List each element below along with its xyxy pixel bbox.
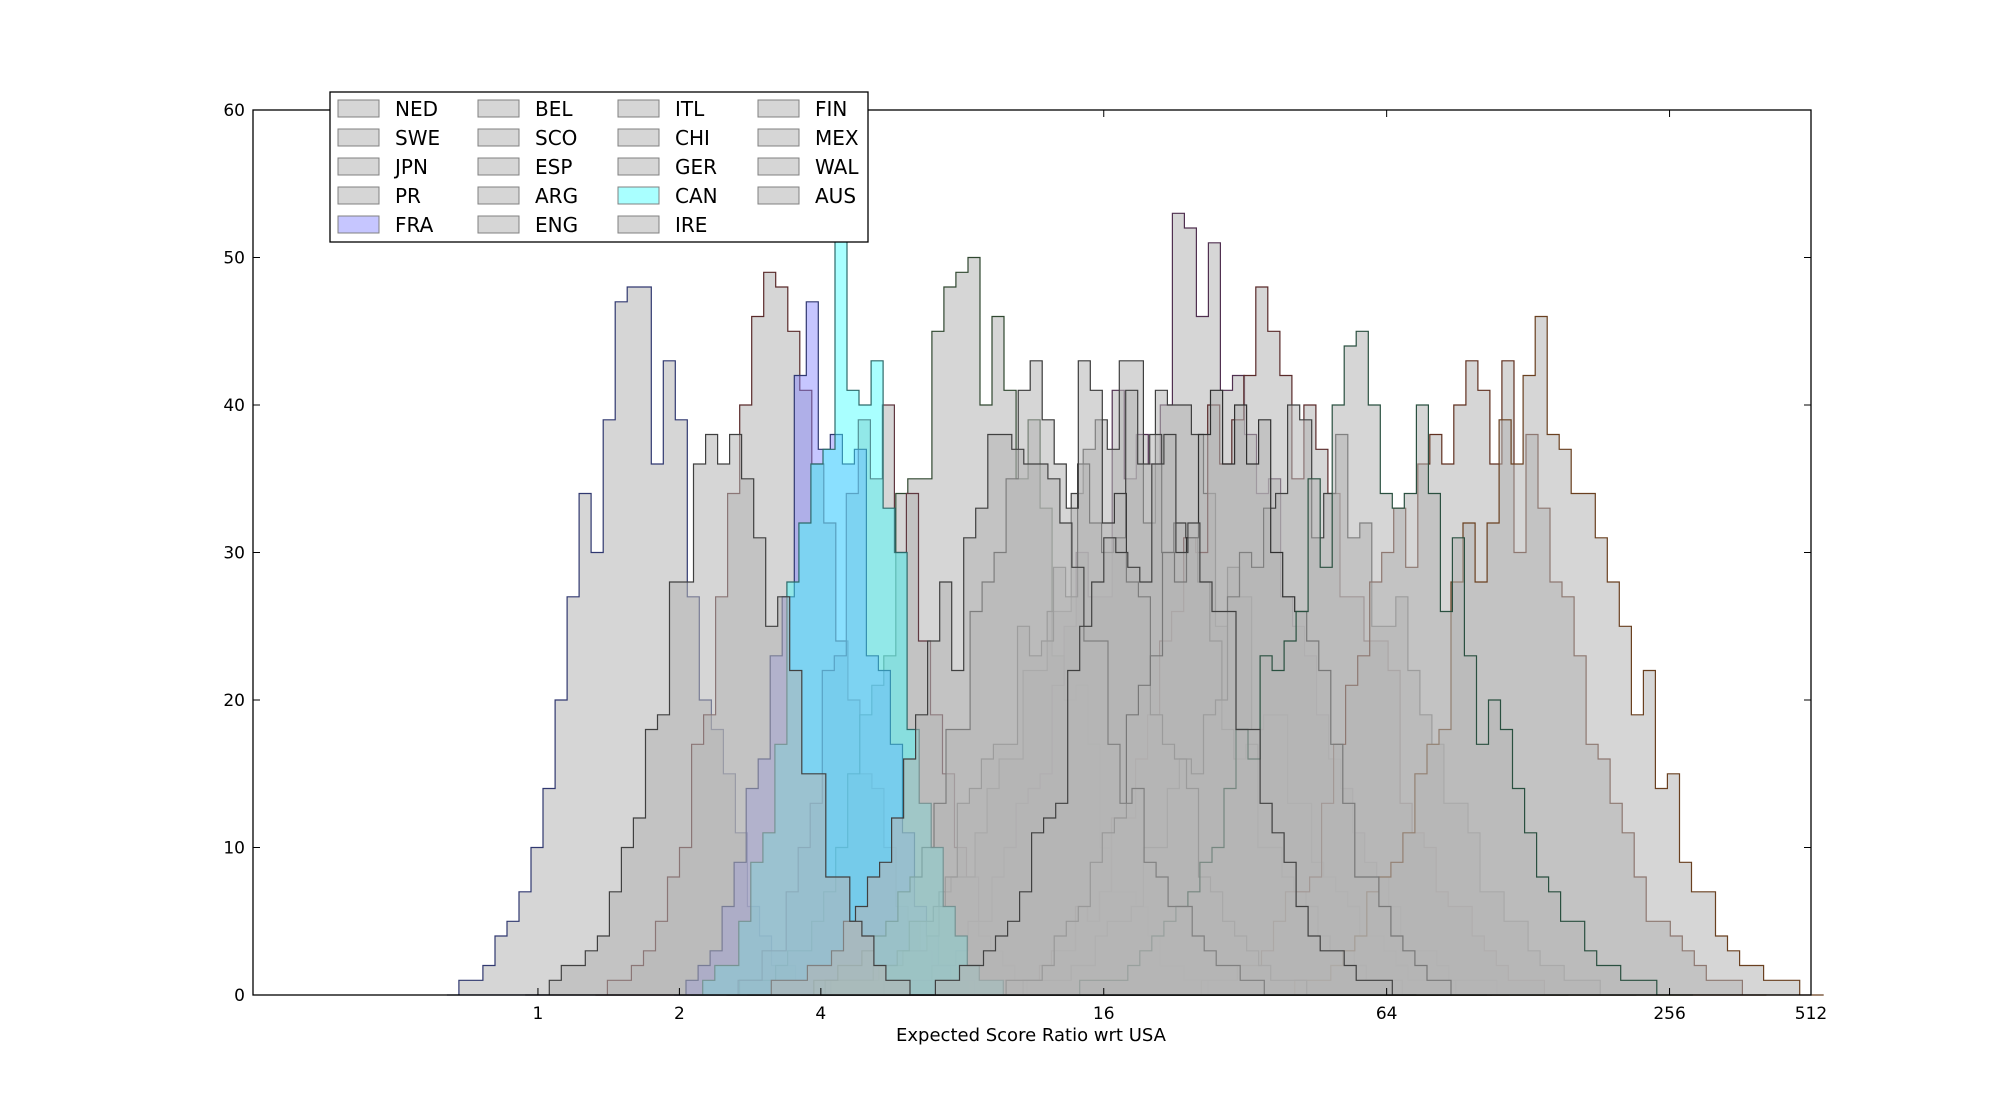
legend-label: FRA <box>395 213 434 237</box>
legend-entry-wal: WAL <box>757 155 859 179</box>
x-tick-label: 4 <box>815 1004 826 1024</box>
legend-entry-jpn: JPN <box>337 155 428 179</box>
legend-label: ITL <box>675 97 705 121</box>
legend-entry-fra: FRA <box>337 213 434 237</box>
legend-label: SWE <box>395 126 440 150</box>
legend-entry-pr: PR <box>337 184 421 208</box>
legend-entry-ned: NED <box>337 97 438 121</box>
legend-swatch <box>617 186 660 205</box>
legend-swatch <box>337 215 380 234</box>
y-tick-label: 10 <box>223 839 245 859</box>
y-tick-label: 50 <box>223 249 245 269</box>
x-tick-label: 2 <box>674 1004 685 1024</box>
series-layer <box>446 212 1824 996</box>
legend-entries: NED SWE JPN PR FRA BEL SCO ESP ARG ENG ITL CHI GER CA… <box>337 97 859 237</box>
legend-label: NED <box>395 97 438 121</box>
legend-entry-fin: FIN <box>757 97 847 121</box>
legend-swatch <box>337 99 380 118</box>
legend-label: JPN <box>393 155 428 179</box>
x-tick-label: 1 <box>533 1004 544 1024</box>
x-tick-label: 512 <box>1795 1004 1827 1024</box>
legend-label: ESP <box>535 155 572 179</box>
legend-entry-bel: BEL <box>477 97 573 121</box>
legend-swatch <box>757 128 800 147</box>
histogram-aus <box>525 433 934 996</box>
y-axis: 0 10 20 30 40 50 60 <box>223 101 1811 1006</box>
legend-label: WAL <box>815 155 859 179</box>
y-tick-label: 0 <box>234 986 245 1006</box>
legend-label: ARG <box>535 184 578 208</box>
y-tick-label: 40 <box>223 396 245 416</box>
legend-label: GER <box>675 155 717 179</box>
x-tick-label: 16 <box>1093 1004 1115 1024</box>
legend-swatch <box>477 157 520 176</box>
legend-swatch <box>617 215 660 234</box>
legend-swatch <box>617 157 660 176</box>
legend-swatch <box>757 157 800 176</box>
legend-swatch <box>477 99 520 118</box>
y-tick-label: 60 <box>223 101 245 121</box>
legend-swatch <box>617 128 660 147</box>
legend-swatch <box>337 157 380 176</box>
legend-label: PR <box>395 184 421 208</box>
legend-swatch <box>617 99 660 118</box>
legend-entry-chi: CHI <box>617 126 710 150</box>
legend-label: SCO <box>535 126 577 150</box>
legend-swatch <box>477 215 520 234</box>
legend-swatch <box>477 128 520 147</box>
legend-label: CAN <box>675 184 718 208</box>
legend: NED SWE JPN PR FRA BEL SCO ESP ARG ENG ITL CHI GER CA… <box>329 91 869 243</box>
legend-swatch <box>337 186 380 205</box>
legend-label: MEX <box>815 126 859 150</box>
legend-label: AUS <box>815 184 856 208</box>
legend-label: ENG <box>535 213 578 237</box>
legend-label: FIN <box>815 97 847 121</box>
legend-swatch <box>757 186 800 205</box>
x-axis-title: Expected Score Ratio wrt USA <box>896 1025 1167 1046</box>
legend-entry-itl: ITL <box>617 97 705 121</box>
legend-entry-ger: GER <box>617 155 717 179</box>
legend-entry-mex: MEX <box>757 126 859 150</box>
legend-swatch <box>337 128 380 147</box>
y-tick-label: 30 <box>223 544 245 564</box>
y-tick-label: 20 <box>223 691 245 711</box>
x-axis: 1 2 4 16 64 256 512 <box>533 110 1827 1024</box>
legend-entry-ire: IRE <box>617 213 707 237</box>
legend-label: BEL <box>535 97 573 121</box>
legend-entry-arg: ARG <box>477 184 578 208</box>
legend-label: IRE <box>675 213 707 237</box>
x-tick-label: 256 <box>1653 1004 1685 1024</box>
histogram-wal <box>911 433 1417 996</box>
legend-swatch <box>477 186 520 205</box>
legend-entry-sco: SCO <box>477 126 577 150</box>
legend-entry-can: CAN <box>617 184 718 208</box>
legend-entry-eng: ENG <box>477 213 578 237</box>
legend-swatch <box>757 99 800 118</box>
x-tick-label: 64 <box>1376 1004 1398 1024</box>
legend-entry-swe: SWE <box>337 126 440 150</box>
legend-label: CHI <box>675 126 710 150</box>
legend-entry-esp: ESP <box>477 155 572 179</box>
legend-entry-aus: AUS <box>757 184 856 208</box>
